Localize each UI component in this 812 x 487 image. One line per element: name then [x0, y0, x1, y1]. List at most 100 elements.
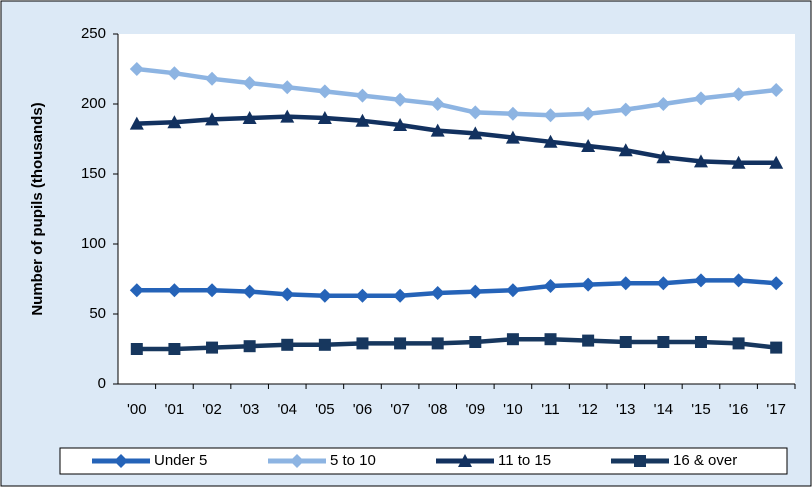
data-point: [393, 92, 408, 107]
data-point: [769, 276, 784, 291]
y-tick-label: 100: [81, 235, 106, 252]
data-point: [505, 106, 520, 121]
data-point: [468, 284, 483, 299]
data-point: [543, 108, 558, 123]
y-tick-label: 200: [81, 95, 106, 112]
data-point: [317, 111, 332, 124]
x-tick-label: '07: [390, 401, 410, 418]
x-tick-label: '06: [353, 401, 373, 418]
x-tick-label: '15: [691, 401, 711, 418]
data-point: [355, 88, 370, 103]
data-point: [317, 84, 332, 99]
legend-label: Under 5: [154, 452, 207, 469]
data-point: [205, 283, 220, 298]
data-point: [242, 111, 257, 124]
data-point: [468, 126, 483, 140]
data-point: [656, 276, 671, 291]
data-point: [243, 340, 256, 353]
series-line: [136, 336, 777, 352]
data-point: [769, 155, 784, 169]
x-tick-label: '10: [503, 401, 523, 418]
data-point: [129, 283, 144, 298]
x-tick-label: '01: [165, 401, 185, 418]
data-point: [582, 334, 595, 347]
data-point: [657, 336, 670, 348]
y-tick-label: 150: [81, 165, 106, 182]
x-tick-label: '16: [729, 401, 749, 418]
data-point: [393, 288, 408, 303]
legend-label: 16 & over: [673, 452, 737, 469]
legend-label: 11 to 15: [498, 452, 551, 469]
x-tick-label: '08: [428, 401, 448, 418]
legend-marker: [634, 455, 646, 467]
data-point: [769, 83, 784, 97]
data-point: [543, 134, 558, 148]
data-point: [732, 337, 745, 350]
data-point: [167, 115, 182, 129]
data-point: [618, 276, 633, 291]
data-point: [693, 91, 708, 106]
legend-label: 5 to 10: [330, 452, 376, 469]
data-point: [280, 287, 295, 302]
data-point: [130, 343, 143, 355]
data-point: [167, 283, 182, 298]
x-tick-label: '02: [202, 401, 222, 418]
data-point: [694, 336, 707, 348]
data-point: [618, 143, 633, 157]
data-point: [318, 338, 331, 351]
data-point: [205, 112, 220, 126]
data-point: [693, 154, 708, 168]
x-tick-label: '00: [127, 401, 147, 418]
data-point: [731, 273, 746, 288]
x-tick-label: '05: [315, 401, 335, 418]
data-point: [581, 106, 596, 121]
x-tick-label: '13: [616, 401, 636, 418]
data-point: [618, 102, 633, 117]
data-point: [355, 288, 370, 303]
data-point: [581, 139, 596, 152]
data-point: [168, 343, 181, 355]
data-point: [430, 97, 445, 111]
data-point: [394, 337, 407, 350]
data-point: [506, 333, 519, 346]
data-point: [619, 336, 632, 348]
data-point: [430, 123, 445, 137]
data-point: [731, 87, 746, 102]
data-point: [317, 288, 332, 303]
data-point: [205, 71, 220, 86]
y-tick-label: 50: [89, 305, 106, 322]
data-point: [468, 105, 483, 120]
data-point: [281, 338, 294, 351]
data-point: [505, 283, 520, 298]
data-point: [581, 277, 596, 292]
data-point: [656, 150, 671, 164]
legend-marker: [458, 454, 472, 467]
data-point: [431, 337, 444, 350]
data-point: [280, 80, 295, 95]
data-point: [543, 279, 558, 293]
data-point: [355, 113, 370, 127]
legend-marker: [290, 454, 304, 468]
y-tick-label: 0: [98, 375, 106, 392]
x-tick-label: '04: [277, 401, 297, 418]
x-tick-label: '17: [766, 401, 786, 418]
data-point: [167, 66, 182, 81]
data-point: [393, 118, 408, 131]
data-point: [731, 155, 746, 169]
data-point: [505, 130, 520, 144]
data-point: [544, 333, 557, 346]
x-tick-label: '03: [240, 401, 260, 418]
data-point: [280, 109, 295, 123]
plot-area: [118, 34, 795, 384]
x-tick-label: '09: [466, 401, 486, 418]
x-tick-label: '14: [654, 401, 674, 418]
x-tick-label: '12: [578, 401, 598, 418]
series-line: [136, 114, 777, 166]
y-axis-title: Number of pupils (thousands): [29, 102, 46, 315]
data-point: [430, 286, 445, 300]
data-point: [242, 76, 257, 90]
data-point: [770, 341, 783, 354]
data-point: [129, 62, 144, 76]
